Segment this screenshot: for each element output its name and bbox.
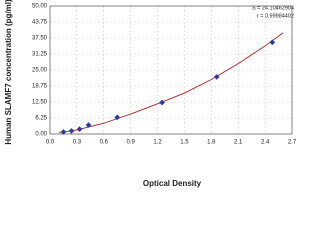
annotation: S = 24.10462904 bbox=[252, 5, 294, 11]
y-tick-label: 12.50 bbox=[32, 100, 48, 106]
data-point bbox=[68, 128, 75, 134]
y-axis-title: Human SLAMF7 concentration (pg/ml) bbox=[4, 0, 13, 145]
y-tick-label: 31.25 bbox=[32, 52, 48, 58]
x-tick-label: 0.3 bbox=[73, 140, 82, 146]
fit-curve bbox=[58, 32, 284, 133]
data-point bbox=[213, 74, 220, 80]
x-tick-label: 2.4 bbox=[261, 140, 270, 146]
data-point bbox=[269, 39, 276, 46]
x-tick-label: 2.7 bbox=[288, 140, 297, 146]
data-point bbox=[76, 126, 83, 132]
x-tick-label: 0.6 bbox=[100, 140, 109, 146]
y-tick-label: 25.00 bbox=[32, 68, 48, 74]
x-tick-label: 1.8 bbox=[207, 140, 216, 146]
x-tick-label: 1.2 bbox=[153, 140, 162, 146]
x-tick-label: 0.0 bbox=[46, 140, 55, 146]
y-tick-label: 6.25 bbox=[35, 116, 47, 122]
data-point bbox=[85, 122, 92, 128]
annotation: r = 0.99984402 bbox=[257, 13, 294, 19]
x-axis-title: Optical Density bbox=[143, 179, 202, 188]
y-tick-label: 43.75 bbox=[32, 20, 48, 26]
data-point bbox=[159, 99, 165, 106]
y-tick-label: 0.00 bbox=[35, 132, 47, 138]
y-tick-label: 50.00 bbox=[32, 4, 48, 10]
chart: Optical Density Human SLAMF7 concentrati… bbox=[4, 0, 297, 188]
data-point bbox=[114, 114, 121, 121]
x-tick-label: 2.1 bbox=[234, 140, 243, 146]
plot-frame bbox=[49, 5, 293, 135]
x-tick-label: 1.5 bbox=[180, 140, 189, 146]
x-tick-label: 0.9 bbox=[126, 140, 135, 146]
y-tick-label: 18.75 bbox=[32, 84, 48, 90]
y-tick-label: 37.50 bbox=[32, 36, 48, 42]
